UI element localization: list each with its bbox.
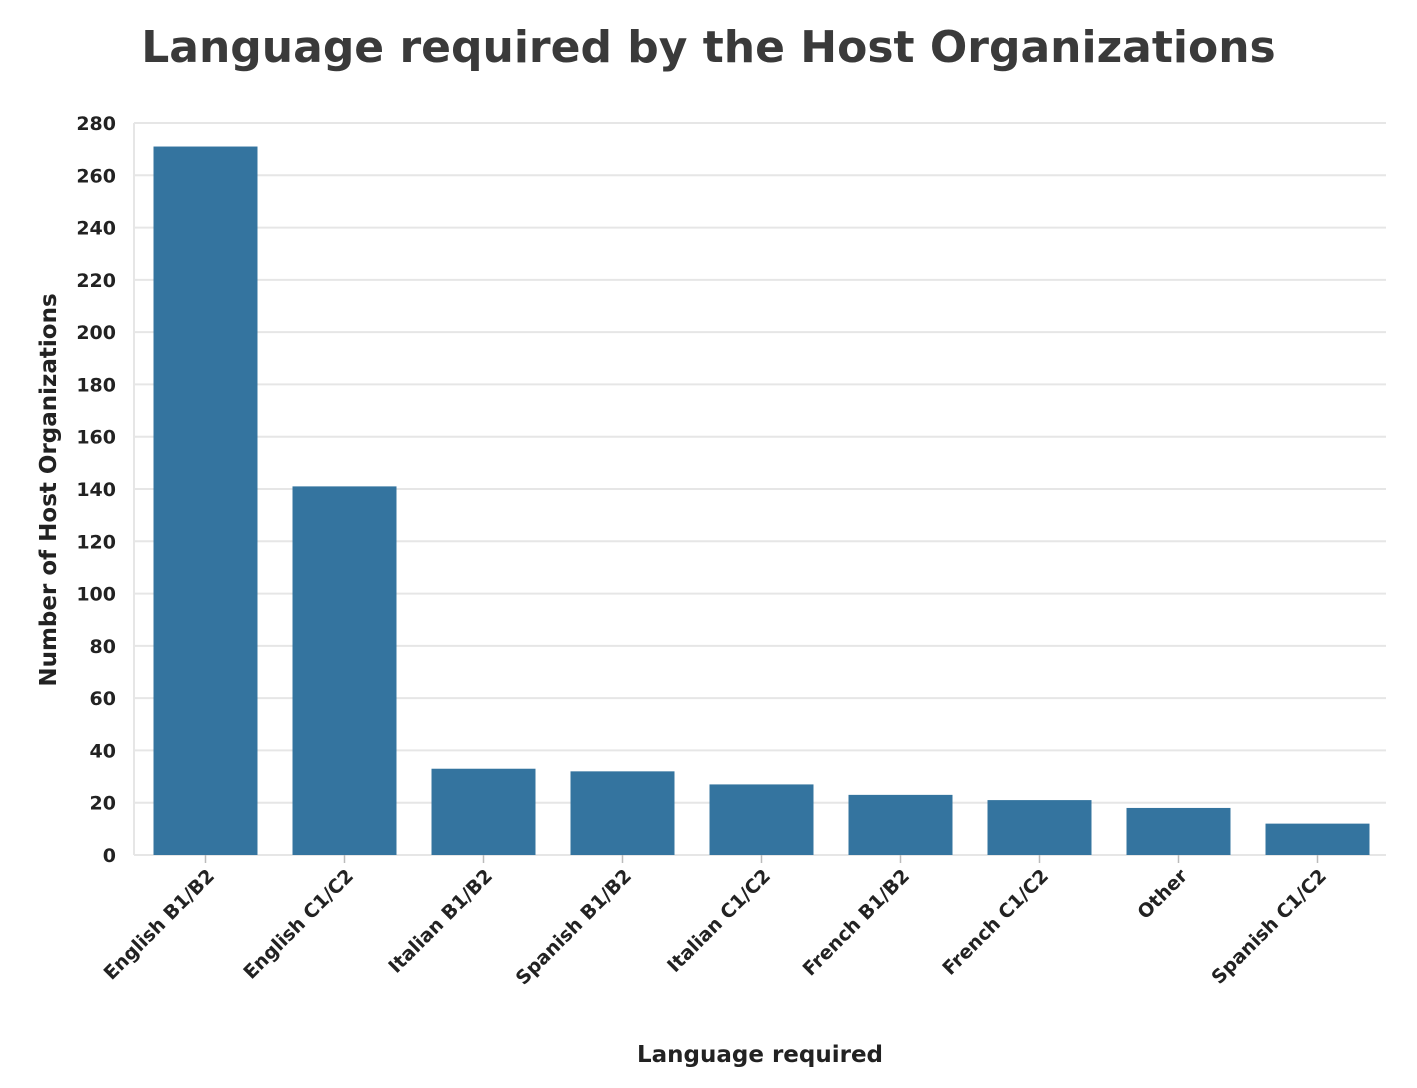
y-tick-label: 60 bbox=[90, 688, 116, 710]
axes: 0 20 40 60 80 100 120 140 160 180 200 220 240 260 280 E… bbox=[76, 113, 1331, 989]
bar bbox=[292, 486, 397, 855]
x-tick-label: Italian C1/C2 bbox=[663, 865, 775, 977]
y-tick-label: 20 bbox=[90, 793, 116, 815]
x-axis-title: Language required bbox=[637, 1042, 883, 1068]
bars bbox=[153, 146, 1370, 855]
y-tick-label: 180 bbox=[76, 374, 116, 396]
x-tick-label: Spanish C1/C2 bbox=[1207, 865, 1331, 989]
y-tick-label: 260 bbox=[76, 165, 116, 187]
y-tick-label: 140 bbox=[76, 479, 116, 501]
bar bbox=[987, 800, 1092, 855]
y-tick-label: 0 bbox=[103, 845, 116, 867]
x-tick-label: French C1/C2 bbox=[938, 865, 1053, 980]
y-tick-label: 100 bbox=[76, 584, 116, 606]
bar bbox=[1265, 823, 1370, 855]
bar bbox=[848, 794, 953, 855]
bar bbox=[431, 768, 536, 855]
bar bbox=[153, 146, 258, 855]
y-tick-label: 240 bbox=[76, 218, 116, 240]
chart-title: Language required by the Host Organizati… bbox=[141, 22, 1276, 73]
y-tick-label: 120 bbox=[76, 531, 116, 553]
y-tick-label: 200 bbox=[76, 322, 116, 344]
x-tick-label: Italian B1/B2 bbox=[384, 865, 497, 978]
y-tick-label: 160 bbox=[76, 427, 116, 449]
bar bbox=[1126, 807, 1231, 855]
x-tick-label: English B1/B2 bbox=[100, 865, 219, 984]
x-tick-label: Other bbox=[1133, 865, 1192, 924]
x-tick-label: French B1/B2 bbox=[799, 865, 914, 980]
y-tick-label: 80 bbox=[90, 636, 116, 658]
bar bbox=[709, 784, 814, 855]
x-tick-label: English C1/C2 bbox=[239, 865, 358, 984]
y-tick-label: 220 bbox=[76, 270, 116, 292]
y-axis-title: Number of Host Organizations bbox=[36, 293, 62, 686]
bar bbox=[570, 771, 675, 855]
y-tick-label: 280 bbox=[76, 113, 116, 135]
y-tick-label: 40 bbox=[90, 740, 116, 762]
x-tick-label: Spanish B1/B2 bbox=[512, 865, 636, 989]
